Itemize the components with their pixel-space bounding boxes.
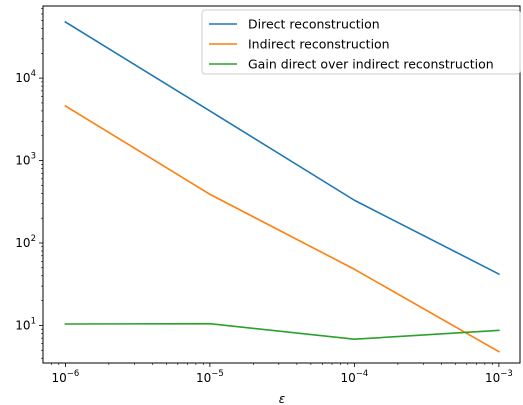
y-tick-label: 104 xyxy=(15,69,36,85)
series-line-1 xyxy=(64,20,500,276)
legend-label: Gain direct over indirect reconstruction xyxy=(248,57,494,72)
y-tick-label: 101 xyxy=(15,316,36,332)
series-line-3 xyxy=(64,322,500,341)
y-axis: 101 102 103 104 xyxy=(15,69,43,332)
x-tick-label: 10−3 xyxy=(485,369,513,385)
legend-box xyxy=(201,9,521,75)
legend-label: Indirect reconstruction xyxy=(248,37,390,52)
y-tick-label: 102 xyxy=(15,234,36,250)
legend-label: Direct reconstruction xyxy=(248,17,380,32)
x-tick-label: 10−6 xyxy=(51,369,79,385)
x-axis: 10−6 10−5 10−4 10−3 xyxy=(51,363,513,385)
x-tick-label: 10−4 xyxy=(340,369,368,385)
series-line-2 xyxy=(64,104,500,353)
legend: Direct reconstruction Indirect reconstruc… xyxy=(201,9,521,75)
series-lines xyxy=(64,20,500,353)
y-tick-label: 103 xyxy=(15,152,36,168)
x-axis-label: ε xyxy=(279,392,286,405)
x-tick-label: 10−5 xyxy=(196,369,224,385)
minor-ticks xyxy=(41,8,493,365)
